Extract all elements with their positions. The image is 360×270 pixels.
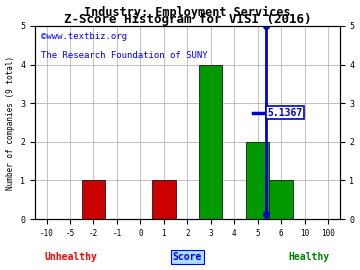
Text: 5.1367: 5.1367: [267, 108, 303, 118]
Y-axis label: Number of companies (9 total): Number of companies (9 total): [5, 55, 14, 190]
Text: Industry: Employment Services: Industry: Employment Services: [84, 6, 291, 19]
Text: Score: Score: [172, 252, 202, 262]
Bar: [152, 180, 176, 219]
Text: ©www.textbiz.org: ©www.textbiz.org: [41, 32, 127, 41]
Bar: [269, 180, 293, 219]
Bar: [82, 180, 105, 219]
Text: Unhealthy: Unhealthy: [45, 252, 98, 262]
Text: The Research Foundation of SUNY: The Research Foundation of SUNY: [41, 51, 208, 60]
Title: Z-Score Histogram for VISI (2016): Z-Score Histogram for VISI (2016): [63, 13, 311, 26]
Bar: [246, 142, 269, 219]
Bar: [199, 65, 222, 219]
Text: Healthy: Healthy: [289, 252, 330, 262]
